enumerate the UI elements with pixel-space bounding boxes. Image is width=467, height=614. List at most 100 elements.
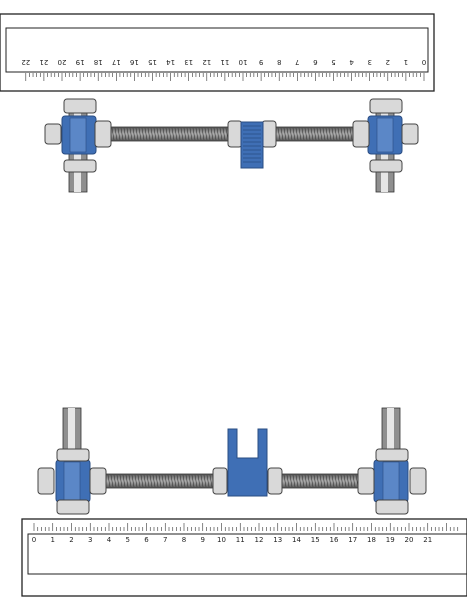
center-clamp-ridges bbox=[243, 125, 261, 163]
bottom-ruler-outer-frame bbox=[21, 518, 467, 597]
thread-mark bbox=[143, 474, 147, 488]
thread-mark bbox=[147, 127, 151, 141]
thread-mark bbox=[174, 127, 178, 141]
nut bbox=[375, 448, 409, 462]
nut bbox=[89, 467, 107, 495]
ruler-label: 17 bbox=[112, 58, 121, 66]
thread-mark bbox=[137, 474, 141, 488]
thread-mark bbox=[331, 127, 335, 141]
ruler-label: 7 bbox=[163, 536, 167, 544]
thread-mark bbox=[198, 127, 202, 141]
nut bbox=[227, 120, 243, 148]
thread-mark bbox=[283, 127, 287, 141]
thread-mark bbox=[340, 474, 344, 488]
thread-mark bbox=[114, 127, 118, 141]
nut bbox=[369, 98, 403, 114]
thread-mark bbox=[188, 474, 192, 488]
thread-mark bbox=[161, 474, 165, 488]
thread-mark bbox=[141, 127, 145, 141]
ruler-label: 15 bbox=[311, 536, 320, 544]
thread-mark bbox=[307, 474, 311, 488]
left-bracket-slot bbox=[63, 461, 81, 501]
thread-mark bbox=[107, 474, 111, 488]
ruler-label: 11 bbox=[220, 58, 229, 66]
thread-mark bbox=[298, 474, 302, 488]
thread-mark bbox=[301, 474, 305, 488]
thread-mark bbox=[167, 474, 171, 488]
thread-mark bbox=[307, 127, 311, 141]
thread-mark bbox=[352, 474, 356, 488]
thread-mark bbox=[186, 127, 190, 141]
ruler-label: 2 bbox=[69, 536, 73, 544]
ruler-label: 22 bbox=[21, 58, 30, 66]
thread-mark bbox=[183, 127, 187, 141]
ruler-label: 18 bbox=[367, 536, 376, 544]
ruler-label: 6 bbox=[144, 536, 149, 544]
thread-mark bbox=[180, 127, 184, 141]
thread-mark bbox=[113, 474, 117, 488]
thread-mark bbox=[197, 474, 201, 488]
thread-mark bbox=[144, 127, 148, 141]
ruler-label: 13 bbox=[184, 58, 193, 66]
ruler-label: 16 bbox=[330, 536, 339, 544]
thread-mark bbox=[194, 474, 198, 488]
ruler-label: 5 bbox=[126, 536, 130, 544]
thread-mark bbox=[195, 127, 199, 141]
thread-mark bbox=[153, 127, 157, 141]
thread-mark bbox=[209, 474, 213, 488]
thread-mark bbox=[150, 127, 154, 141]
ruler-label: 1 bbox=[404, 58, 408, 66]
thread-mark bbox=[319, 474, 323, 488]
thread-mark bbox=[171, 127, 175, 141]
thread-mark bbox=[310, 127, 314, 141]
nut bbox=[401, 123, 419, 145]
rod-thread-marks bbox=[111, 127, 353, 141]
thread-mark bbox=[310, 474, 314, 488]
ruler-label: 10 bbox=[217, 536, 226, 544]
bottom-ruler-ticks bbox=[33, 523, 459, 531]
thread-mark bbox=[206, 474, 210, 488]
thread-mark bbox=[331, 474, 335, 488]
thread-mark bbox=[204, 127, 208, 141]
thread-mark bbox=[295, 127, 299, 141]
thread-mark bbox=[304, 127, 308, 141]
nut bbox=[261, 120, 277, 148]
thread-mark bbox=[219, 127, 223, 141]
thread-mark bbox=[176, 474, 180, 488]
bottom-ruler-labels: 0 1 2 3 4 5 6 7 8 9 10 11 12 13 14 15 16 17 18 19 20 21 bbox=[32, 536, 432, 544]
thread-mark bbox=[292, 474, 296, 488]
thread-mark bbox=[313, 127, 317, 141]
thread-mark bbox=[146, 474, 150, 488]
thread-mark bbox=[286, 127, 290, 141]
thread-mark bbox=[140, 474, 144, 488]
ruler-label: 19 bbox=[76, 58, 85, 66]
thread-mark bbox=[158, 474, 162, 488]
ruler-label: 14 bbox=[292, 536, 301, 544]
ruler-label: 13 bbox=[273, 536, 282, 544]
ruler-label: 3 bbox=[367, 58, 371, 66]
thread-mark bbox=[289, 474, 293, 488]
nut bbox=[94, 120, 112, 148]
thread-mark bbox=[156, 127, 160, 141]
thread-mark bbox=[280, 127, 284, 141]
ruler-label: 12 bbox=[255, 536, 264, 544]
thread-mark bbox=[328, 474, 332, 488]
ruler-label: 2 bbox=[386, 58, 390, 66]
thread-mark bbox=[120, 127, 124, 141]
thread-mark bbox=[322, 474, 326, 488]
thread-mark bbox=[337, 474, 341, 488]
ruler-label: 11 bbox=[236, 536, 245, 544]
thread-mark bbox=[316, 127, 320, 141]
thread-mark bbox=[131, 474, 135, 488]
thread-mark bbox=[213, 127, 217, 141]
thread-mark bbox=[149, 474, 153, 488]
thread-mark bbox=[135, 127, 139, 141]
thread-mark bbox=[319, 127, 323, 141]
thread-mark bbox=[134, 474, 138, 488]
thread-mark bbox=[304, 474, 308, 488]
ruler-label: 8 bbox=[182, 536, 186, 544]
thread-mark bbox=[138, 127, 142, 141]
thread-mark bbox=[298, 127, 302, 141]
thread-mark bbox=[292, 127, 296, 141]
